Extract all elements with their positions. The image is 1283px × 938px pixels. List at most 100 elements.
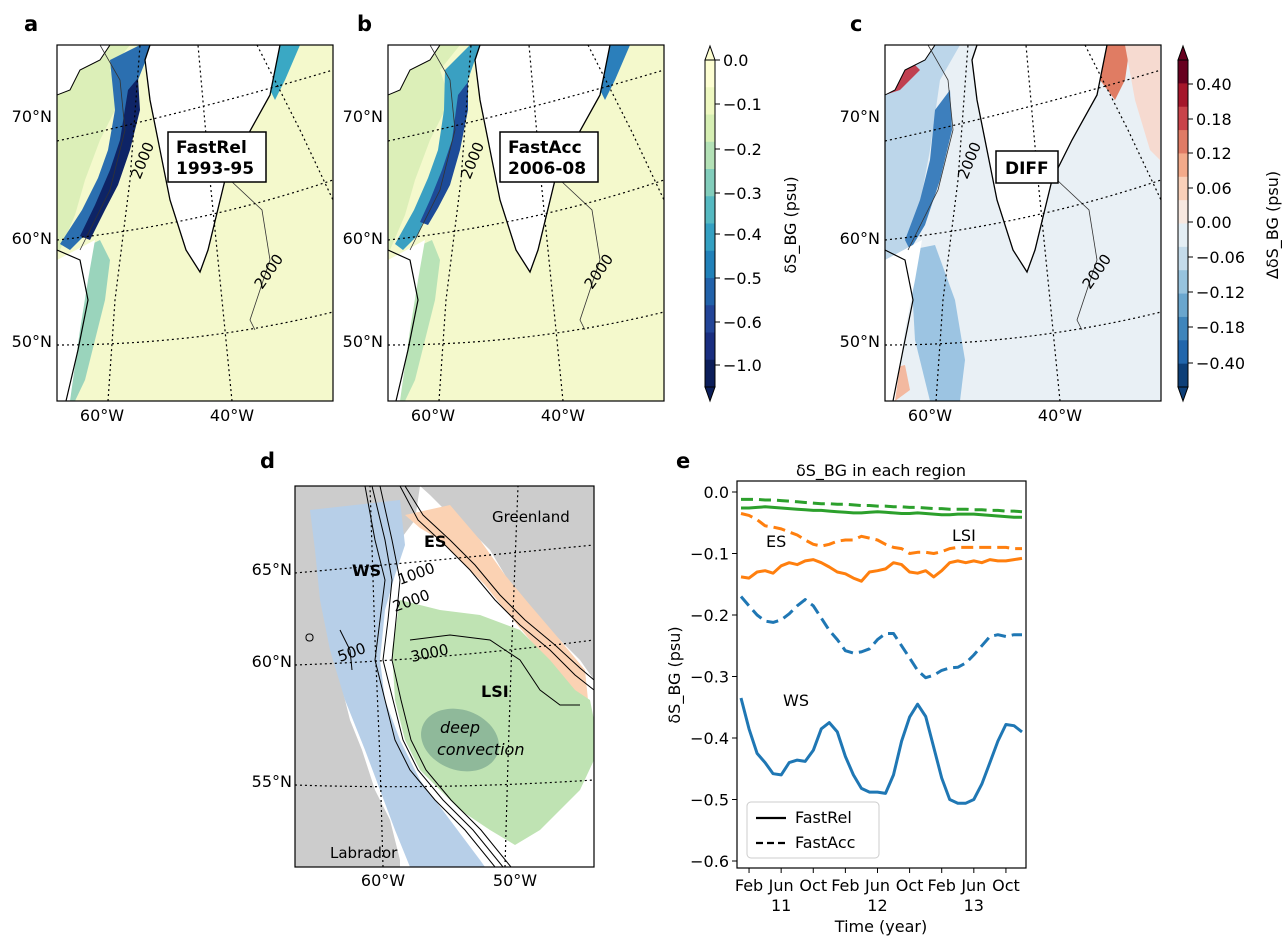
lat-label: 50°N: [343, 332, 383, 351]
colorbar-segment: [705, 224, 715, 252]
series-label-es: ES: [766, 532, 786, 551]
series-label-lsi: LSI: [952, 526, 976, 545]
colorbar-segment: [705, 60, 715, 88]
lon-label: 40°W: [210, 406, 254, 425]
colorbar-tick-label: −0.6: [723, 313, 762, 332]
colorbar-segment: [1178, 130, 1188, 154]
y-tick-label: −0.2: [690, 606, 729, 625]
y-tick-label: −0.6: [690, 852, 729, 871]
place-greenland: Greenland: [492, 508, 570, 526]
diff-label: DIFF: [1005, 159, 1049, 179]
colorbar-tick-label: −0.18: [1196, 318, 1245, 337]
x-tick-label: Feb: [831, 876, 859, 895]
colorbar-segment: [1178, 340, 1188, 364]
run-period: 1993-95: [176, 159, 254, 179]
colorbar-tick-label: 0.12: [1196, 144, 1232, 163]
colorbar-segment: [705, 115, 715, 143]
colorbar-segment: [705, 333, 715, 361]
x-axis-label: Time (year): [834, 917, 927, 936]
lat-label: 70°N: [840, 107, 880, 126]
colorbar-tick-label: 0.18: [1196, 110, 1232, 129]
lat-label: 60°N: [840, 229, 880, 248]
series-line-ws-fastrel: [741, 698, 1022, 803]
x-year-label: 12: [867, 896, 887, 915]
colorbar-segment: [705, 251, 715, 279]
chart-title: δS_BG in each region: [796, 461, 966, 481]
lon-label: 50°W: [493, 871, 537, 890]
colorbar-segment: [1178, 83, 1188, 107]
legend-fastrel: FastRel: [795, 808, 852, 827]
region-label-ws: WS: [352, 561, 381, 580]
x-tick-label: Oct: [799, 876, 827, 895]
colorbar-extend-top: [1178, 46, 1188, 60]
lat-label: 55°N: [252, 772, 292, 791]
colorbar-tick-label: 0.0: [723, 51, 748, 70]
colorbar-segment: [705, 278, 715, 306]
x-tick-label: Jun: [960, 876, 986, 895]
y-tick-label: −0.4: [690, 729, 729, 748]
lat-label: 60°N: [252, 652, 292, 671]
y-tick-label: −0.1: [690, 545, 729, 564]
y-tick-label: 0.0: [704, 483, 729, 502]
panel-label-d: d: [260, 449, 275, 473]
colorbar-tick-label: −0.5: [723, 269, 762, 288]
legend-fastacc: FastAcc: [795, 833, 855, 852]
x-tick-label: Feb: [928, 876, 956, 895]
map-panel-c: 2000 2000 DIFF 70°N 60°N 50°N 60°W 40°W: [840, 45, 1161, 425]
x-year-label: 11: [771, 896, 791, 915]
series-line-lsi-fastacc: [741, 499, 1022, 511]
deep-convection-label: deep: [440, 718, 480, 737]
map-panel-d: 1000 2000 500 3000 ES WS LSI Greenland L…: [252, 486, 594, 890]
series-line-es-fastrel: [741, 558, 1022, 581]
y-tick-label: −0.3: [690, 668, 729, 687]
colorbar-segment: [1178, 107, 1188, 131]
colorbar-salinity: 0.0 −0.1 −0.2 −0.3 −0.4 −0.5 −0.6 −1.0: [705, 46, 762, 401]
colorbar-tick-label: −0.06: [1196, 248, 1245, 267]
colorbar-segment: [705, 169, 715, 197]
x-tick-label: Jun: [768, 876, 794, 895]
lat-label: 70°N: [343, 107, 383, 126]
run-name: FastAcc: [508, 138, 582, 158]
line-chart: δS_BG in each region 0.0 −0.1 −0.2 −0.3 −0.4…: [665, 461, 1026, 936]
colorbar-segment: [1178, 247, 1188, 271]
region-label-es: ES: [424, 532, 446, 551]
x-year-label: 13: [964, 896, 984, 915]
lon-label: 60°W: [361, 871, 405, 890]
colorbar-tick-label: −0.40: [1196, 354, 1245, 373]
colorbar-segment: [705, 142, 715, 170]
map-panel-b: 2000 2000 FastAcc 2006-08 70°N 60°N 50°N…: [343, 45, 664, 425]
lon-label: 60°W: [411, 406, 455, 425]
panel-label-e: e: [676, 449, 690, 473]
lat-label: 60°N: [12, 229, 52, 248]
lat-label: 50°N: [840, 332, 880, 351]
place-labrador: Labrador: [330, 844, 398, 862]
colorbar-segment: [1178, 317, 1188, 341]
map-panel-a: 2000 2000 FastRel 1993-95 70°N 60°N 50°N…: [12, 45, 333, 425]
colorbar-segment: [1178, 177, 1188, 201]
colorbar-tick-label: −1.0: [723, 356, 762, 375]
lat-label: 50°N: [12, 332, 52, 351]
series-label-ws: WS: [783, 691, 809, 710]
colorbar-segment: [1178, 200, 1188, 224]
series-line-ws-fastacc: [741, 597, 1022, 678]
run-name: FastRel: [176, 138, 247, 158]
y-tick-label: −0.5: [690, 791, 729, 810]
y-axis-label: δS_BG (psu): [665, 626, 685, 723]
colorbar-segment: [1178, 364, 1188, 388]
colorbar-tick-label: −0.4: [723, 225, 762, 244]
colorbar-segment: [1178, 153, 1188, 177]
deep-convection-label: convection: [437, 740, 524, 759]
lat-label: 70°N: [12, 107, 52, 126]
colorbar-tick-label: 0.40: [1196, 75, 1232, 94]
lat-label: 65°N: [252, 560, 292, 579]
colorbar-tick-label: −0.2: [723, 140, 762, 159]
colorbar-segment: [1178, 60, 1188, 84]
panel-label-a: a: [24, 12, 38, 36]
lat-label: 60°N: [343, 229, 383, 248]
lon-label: 40°W: [1038, 406, 1082, 425]
colorbar-extend-bottom: [705, 387, 715, 401]
x-tick-label: Feb: [735, 876, 763, 895]
colorbar-tick-label: 0.00: [1196, 213, 1232, 232]
x-tick-label: Oct: [896, 876, 924, 895]
